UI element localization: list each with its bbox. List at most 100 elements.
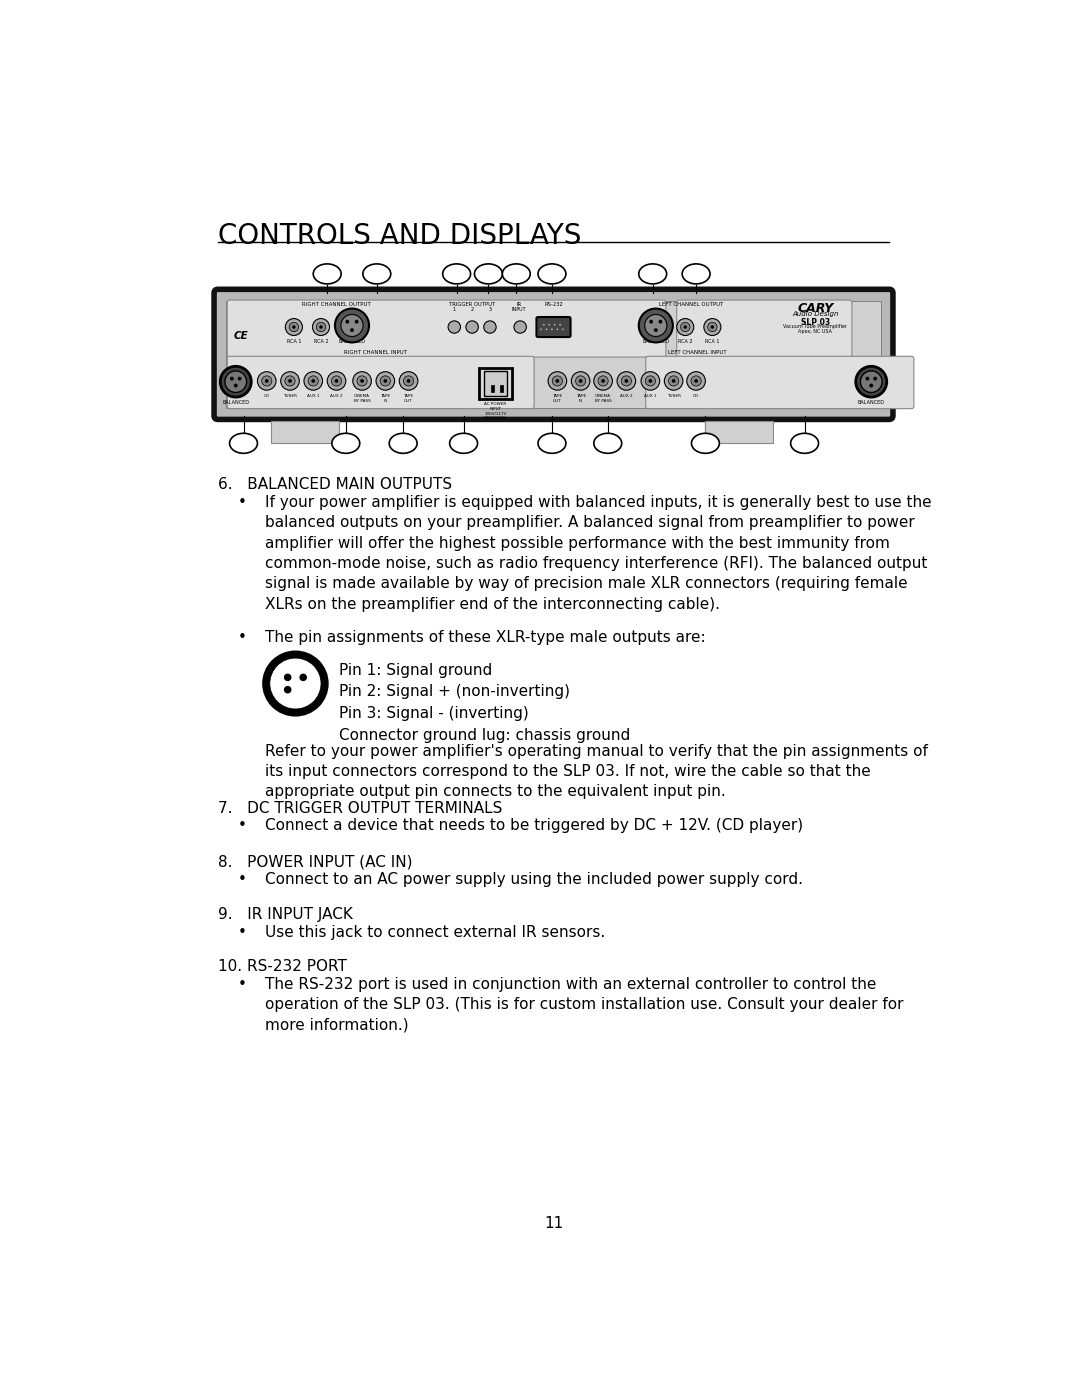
Circle shape: [691, 376, 701, 386]
FancyBboxPatch shape: [227, 300, 666, 358]
Text: LEFT CHANNEL INPUT: LEFT CHANNEL INPUT: [667, 351, 726, 355]
Ellipse shape: [363, 264, 391, 284]
Circle shape: [602, 379, 605, 383]
Circle shape: [383, 379, 388, 383]
Ellipse shape: [538, 264, 566, 284]
Circle shape: [855, 366, 887, 397]
Circle shape: [238, 377, 242, 380]
Text: TUNER: TUNER: [666, 394, 680, 398]
Text: RIGHT CHANNEL INPUT: RIGHT CHANNEL INPUT: [343, 351, 407, 355]
Circle shape: [684, 326, 687, 328]
Text: 1: 1: [281, 672, 286, 680]
Circle shape: [874, 377, 877, 380]
FancyBboxPatch shape: [677, 300, 852, 358]
Circle shape: [869, 384, 874, 387]
Circle shape: [404, 376, 414, 386]
Circle shape: [645, 314, 666, 337]
Text: Connect a device that needs to be triggered by DC + 12V. (CD player): Connect a device that needs to be trigge…: [266, 819, 804, 833]
FancyBboxPatch shape: [214, 289, 893, 419]
Text: CD: CD: [264, 394, 270, 398]
FancyBboxPatch shape: [646, 356, 914, 409]
Text: 5: 5: [323, 267, 332, 281]
Circle shape: [680, 323, 690, 331]
Circle shape: [653, 328, 658, 332]
Text: 4: 4: [459, 437, 468, 450]
Text: Audio Design: Audio Design: [793, 312, 839, 317]
Text: 8.   POWER INPUT (AC IN): 8. POWER INPUT (AC IN): [218, 855, 413, 869]
Text: Refer to your power amplifier's operating manual to verify that the pin assignme: Refer to your power amplifier's operatin…: [266, 743, 928, 799]
Text: 6: 6: [648, 267, 657, 281]
Circle shape: [284, 675, 291, 680]
Circle shape: [288, 379, 292, 383]
Circle shape: [285, 376, 295, 386]
Circle shape: [293, 326, 296, 328]
Circle shape: [576, 376, 585, 386]
Text: 7: 7: [453, 267, 461, 281]
Text: If your power amplifier is equipped with balanced inputs, it is generally best t: If your power amplifier is equipped with…: [266, 495, 932, 612]
Circle shape: [551, 328, 553, 330]
Text: AUX 1: AUX 1: [307, 394, 320, 398]
Circle shape: [543, 324, 544, 326]
Text: CARY: CARY: [797, 302, 834, 314]
Circle shape: [638, 309, 673, 342]
Ellipse shape: [594, 433, 622, 453]
Text: AC POWER
INPUT
100V/117V
230V/244V: AC POWER INPUT 100V/117V 230V/244V: [484, 402, 507, 420]
Text: 11: 11: [544, 1217, 563, 1231]
Ellipse shape: [538, 433, 566, 453]
Circle shape: [562, 328, 564, 330]
Text: Apex, NC USA: Apex, NC USA: [798, 328, 833, 334]
Ellipse shape: [449, 433, 477, 453]
Circle shape: [285, 319, 302, 335]
Text: •: •: [238, 925, 247, 940]
Text: AUX 1: AUX 1: [644, 394, 657, 398]
Circle shape: [465, 321, 478, 334]
Ellipse shape: [230, 433, 257, 453]
Circle shape: [514, 321, 526, 334]
Ellipse shape: [332, 433, 360, 453]
Text: RCA 2: RCA 2: [314, 338, 328, 344]
Circle shape: [380, 376, 391, 386]
Circle shape: [257, 372, 276, 390]
Circle shape: [361, 379, 364, 383]
Circle shape: [548, 372, 567, 390]
Ellipse shape: [691, 433, 719, 453]
Text: SLP 03: SLP 03: [801, 317, 831, 327]
Text: AUX 2: AUX 2: [620, 394, 633, 398]
Text: TAPE
IN: TAPE IN: [576, 394, 585, 402]
Circle shape: [571, 372, 590, 390]
Text: BALANCED: BALANCED: [222, 400, 249, 405]
Text: •: •: [238, 495, 247, 510]
Circle shape: [289, 323, 298, 331]
Text: The pin assignments of these XLR-type male outputs are:: The pin assignments of these XLR-type ma…: [266, 630, 706, 644]
Circle shape: [350, 328, 354, 332]
Text: RCA 2: RCA 2: [678, 338, 692, 344]
Ellipse shape: [443, 264, 471, 284]
Text: IR: IR: [516, 302, 522, 307]
Circle shape: [649, 320, 653, 324]
Circle shape: [556, 328, 558, 330]
FancyBboxPatch shape: [227, 356, 535, 409]
Circle shape: [552, 376, 563, 386]
Text: 3: 3: [281, 683, 286, 693]
Text: AUX 2: AUX 2: [330, 394, 342, 398]
Ellipse shape: [791, 433, 819, 453]
Circle shape: [672, 379, 675, 383]
Text: •: •: [238, 977, 247, 992]
Text: TAPE
IN: TAPE IN: [380, 394, 390, 402]
Ellipse shape: [638, 264, 666, 284]
Bar: [480, 367, 512, 398]
Text: CINEMA
BY PASS: CINEMA BY PASS: [595, 394, 611, 402]
Circle shape: [262, 651, 328, 715]
Text: BALANCED: BALANCED: [338, 338, 365, 344]
Text: 10. RS-232 PORT: 10. RS-232 PORT: [218, 960, 347, 974]
Text: 2: 2: [471, 307, 474, 312]
Text: RS-232: RS-232: [544, 302, 563, 307]
Circle shape: [598, 376, 608, 386]
Ellipse shape: [683, 264, 710, 284]
Text: Vacuum Tube Preamplifier: Vacuum Tube Preamplifier: [783, 324, 848, 328]
Bar: [490, 384, 494, 393]
Ellipse shape: [474, 264, 502, 284]
Text: 10: 10: [543, 267, 561, 281]
Text: 1: 1: [800, 437, 809, 450]
Circle shape: [265, 379, 269, 383]
